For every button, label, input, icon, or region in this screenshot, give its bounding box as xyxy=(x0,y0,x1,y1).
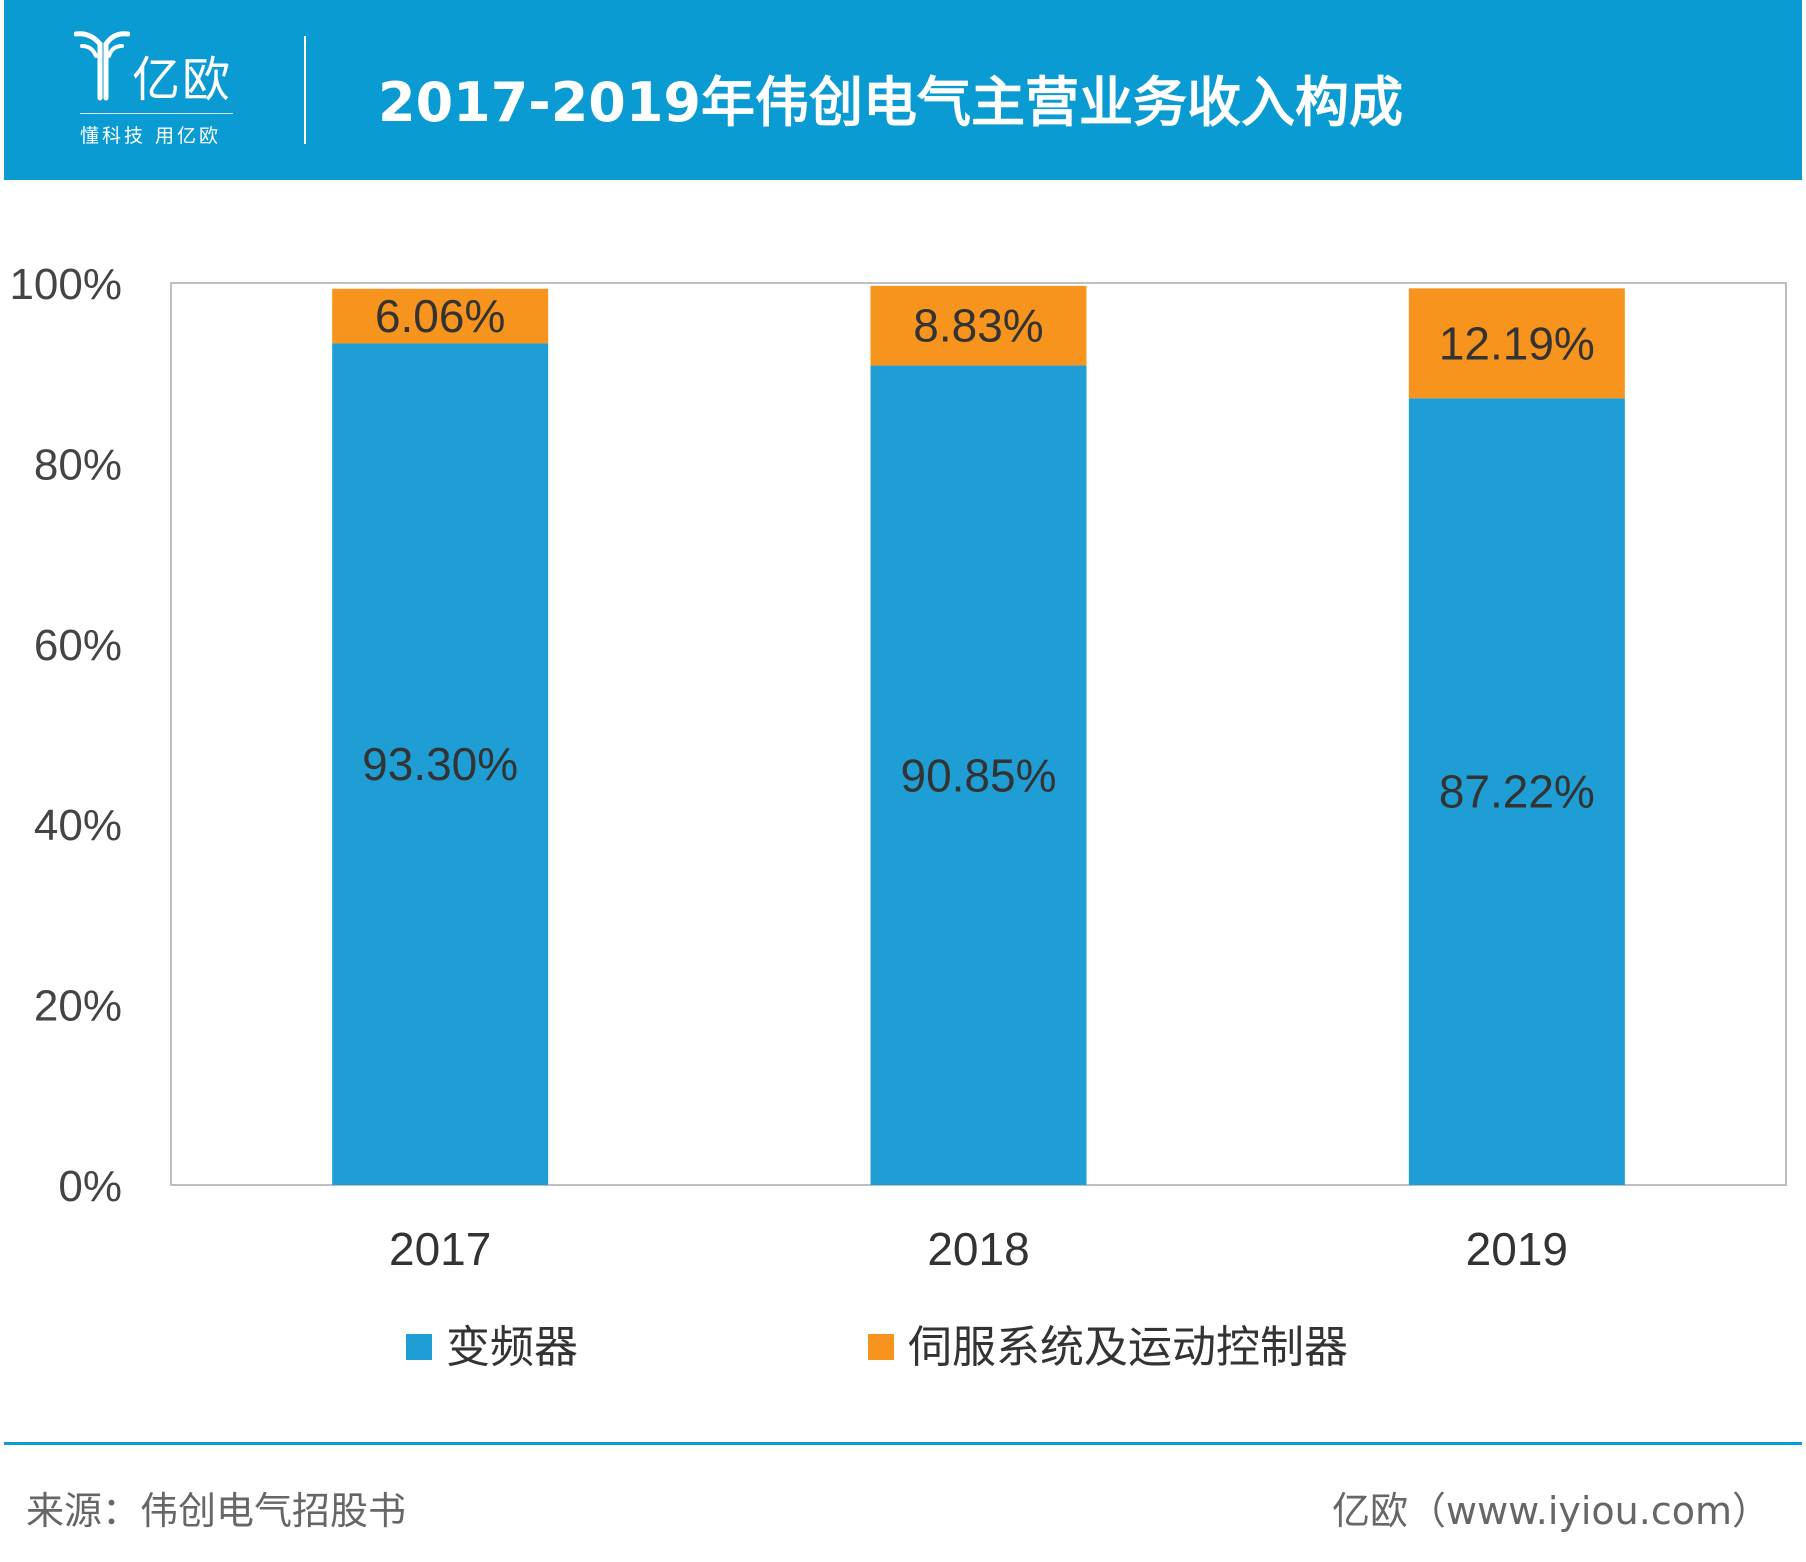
y-tick-label: 80% xyxy=(34,440,122,489)
logo-rule xyxy=(80,113,233,114)
source-note: 来源：伟创电气招股书 xyxy=(26,1489,407,1533)
legend-label: 伺服系统及运动控制器 xyxy=(908,1322,1348,1373)
bar-segment-inverter xyxy=(1408,398,1625,1185)
x-category-label: 2019 xyxy=(1466,1223,1568,1275)
page-title: 2017-2019年伟创电气主营业务收入构成 xyxy=(378,71,1403,134)
logo-name: 亿欧 xyxy=(132,52,233,108)
data-label: 90.85% xyxy=(900,749,1056,801)
bar-segment-inverter xyxy=(332,343,549,1186)
yiou-logo-icon xyxy=(74,31,130,101)
legend-swatch xyxy=(406,1334,432,1360)
bar-segment-servo xyxy=(332,288,549,344)
data-label: 87.22% xyxy=(1439,766,1595,818)
logo-slogan: 懂科技 用亿欧 xyxy=(80,125,222,147)
header-banner: 亿欧 懂科技 用亿欧 2017-2019年伟创电气主营业务收入构成 xyxy=(4,0,1802,180)
footer-divider xyxy=(4,1442,1802,1445)
data-label: 8.83% xyxy=(913,300,1043,352)
legend-label: 变频器 xyxy=(446,1322,578,1373)
y-tick-label: 60% xyxy=(34,621,122,670)
bar-segment-servo xyxy=(1408,288,1625,399)
x-category-label: 2017 xyxy=(389,1223,491,1275)
credit-note: 亿欧（www.iyiou.com） xyxy=(1331,1489,1770,1533)
bar-segment-inverter xyxy=(870,365,1087,1186)
legend-swatch xyxy=(868,1334,894,1360)
bar-segment-servo xyxy=(870,285,1087,366)
y-tick-label: 100% xyxy=(9,260,122,309)
x-category-label: 2018 xyxy=(927,1223,1029,1275)
data-label: 6.06% xyxy=(375,290,505,342)
y-tick-label: 0% xyxy=(58,1162,122,1211)
stacked-bar-chart: 0% 20% 40% 60% 80% 100% 93.30% 6.06% 2017 90.85% 8… xyxy=(9,260,1787,1373)
y-tick-label: 40% xyxy=(34,801,122,850)
header-divider xyxy=(304,36,306,144)
data-label: 93.30% xyxy=(362,738,518,790)
data-label: 12.19% xyxy=(1439,317,1595,369)
y-tick-label: 20% xyxy=(34,982,122,1031)
